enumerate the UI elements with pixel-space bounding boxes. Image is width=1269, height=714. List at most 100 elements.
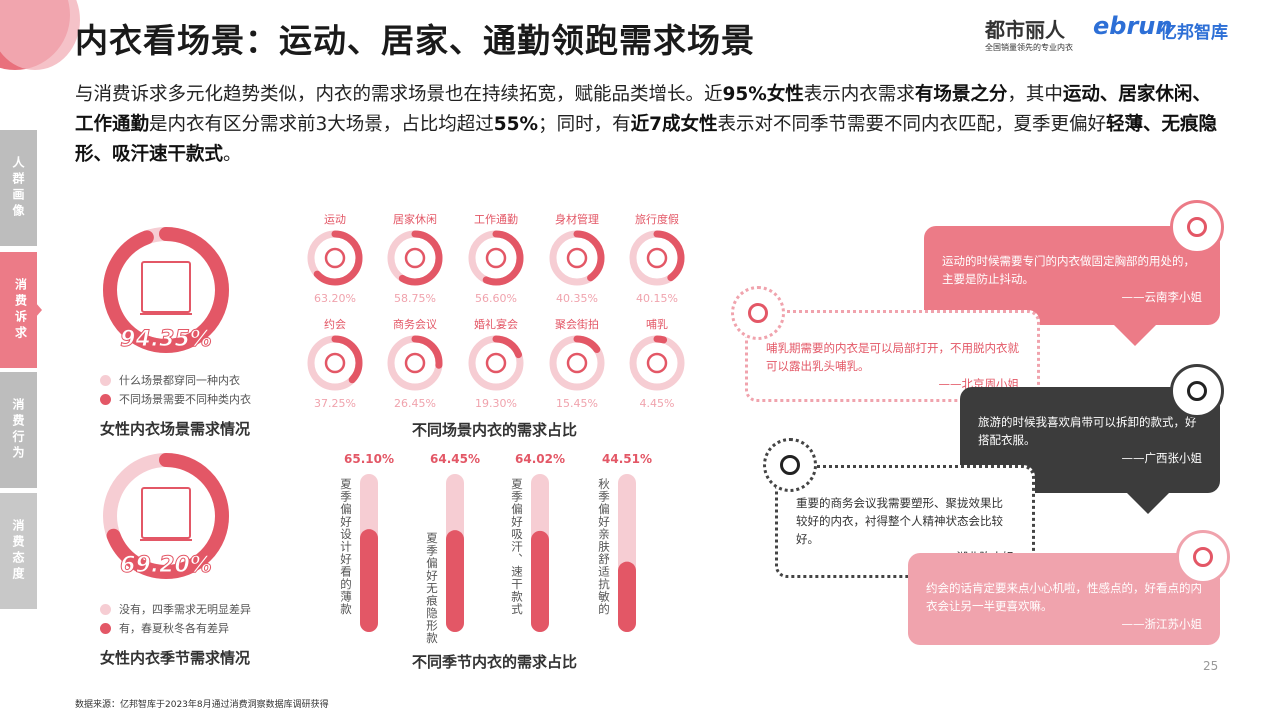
highlight-text: 95%女性 <box>722 84 804 105</box>
body-text: 与消费诉求多元化趋势类似，内衣的需求场景也在持续拓宽，赋能品类增长。近 <box>75 84 723 105</box>
legend-item: 没有，四季需求无明显差异 <box>100 601 251 617</box>
scene-ring-fill <box>629 230 685 286</box>
tab-3[interactable]: 消费行为 <box>0 372 37 488</box>
highlight-text: 有场景之分 <box>914 84 1008 105</box>
scene-label: 工作通勤 <box>474 213 518 226</box>
scene-pct: 26.45% <box>394 397 436 410</box>
scene_donut-fill <box>103 227 229 353</box>
bar-fill <box>446 530 464 632</box>
scene_donut-value: 94.35% <box>120 327 213 353</box>
season_donut-value: 69.20% <box>120 553 213 579</box>
legend-swatch <box>100 374 111 386</box>
scene-label: 哺乳 <box>646 318 668 331</box>
body-text: ；同时，有 <box>538 114 631 135</box>
traveler-icon <box>1170 364 1224 418</box>
quote-text: 旅游的时候我喜欢肩带可以拆卸的款式，好搭配衣服。 <box>978 415 1197 447</box>
data-source: 数据来源：亿邦智库于2023年8月通过消费洞察数据库调研获得 <box>75 700 329 710</box>
scene-ring-fill <box>468 230 524 286</box>
quote-bubble: 运动的时候需要专门的内衣做固定胸部的用处的，主要是防止抖动。 ——云南李小姐 <box>924 226 1220 325</box>
bubble-tail <box>1113 324 1157 346</box>
quote-author: ——广西张小姐 <box>1121 451 1203 465</box>
scene-pct: 40.15% <box>636 292 678 305</box>
season_donut-fill <box>103 453 229 579</box>
meeting-icon <box>404 352 426 374</box>
quote-text: 运动的时候需要专门的内衣做固定胸部的用处的，主要是防止抖动。 <box>942 254 1195 286</box>
scene-ring-fill <box>387 230 443 286</box>
brand-logo: 都市丽人 <box>985 18 1065 42</box>
bar-fill <box>360 529 378 632</box>
quote-text: 哺乳期需要的内衣是可以局部打开，不用脱内衣就可以露出乳头哺乳。 <box>766 341 1019 373</box>
calendar-heart-icon <box>1176 530 1230 584</box>
brand-slogan: 全国销量领先的专业内衣 <box>985 43 1073 52</box>
scene_donut-title: 女性内衣场景需求情况 <box>100 420 251 438</box>
legend-item: 不同场景需要不同种类内衣 <box>100 391 251 407</box>
body-text: 是内衣有区分需求前3大场景，占比均超过 <box>149 114 494 135</box>
bar-fill <box>531 530 549 632</box>
legend-item: 什么场景都穿同一种内衣 <box>100 372 240 388</box>
legend-swatch <box>100 603 111 615</box>
quote-bubble: 哺乳期需要的内衣是可以局部打开，不用脱内衣就可以露出乳头哺乳。 ——北京周小姐 <box>745 310 1040 402</box>
scene-ring-fill <box>549 230 605 286</box>
quote-bubble: 约会的话肯定要来点小心机啦，性感点的，好看点的内衣会让另一半更喜欢嘛。 ——浙江苏… <box>908 553 1220 645</box>
body-text: 。 <box>223 144 242 165</box>
tab-4[interactable]: 消费态度 <box>0 493 37 609</box>
ebrun-logo-cn: 亿邦智库 <box>1160 23 1228 43</box>
camera-icon <box>566 352 588 374</box>
body-text: ，其中 <box>1007 84 1063 105</box>
scene-pct: 4.45% <box>639 397 675 410</box>
scene-label: 居家休闲 <box>393 213 437 226</box>
scene-label: 聚会街拍 <box>555 318 599 331</box>
scene-label: 婚礼宴会 <box>474 318 518 331</box>
legend-swatch <box>100 622 111 634</box>
highlight-text: 轻薄、无痕隐形、吸汗速干款式 <box>75 114 1217 165</box>
baby-bottle-icon <box>731 286 785 340</box>
scene-ring-fill <box>307 230 363 286</box>
scene-pct: 37.25% <box>314 397 356 410</box>
body-text: 表示对不同季节需要不同内衣匹配，夏季更偏好 <box>717 114 1106 135</box>
scene-ring-fill <box>549 335 605 391</box>
scene-pct: 15.45% <box>556 397 598 410</box>
bar-fill <box>618 561 636 632</box>
rings-icon <box>485 352 507 374</box>
tab-1[interactable]: 人群画像 <box>0 130 37 246</box>
legend-label: 什么场景都穿同一种内衣 <box>119 374 240 387</box>
season-pct: 64.45% <box>430 452 480 466</box>
quote-author: ——云南李小姐 <box>1121 290 1203 304</box>
scene-pct: 40.35% <box>556 292 598 305</box>
calendar-heart-icon <box>324 352 346 374</box>
season-label: 秋季偏好亲肤舒适抗敏的 <box>597 478 611 616</box>
bubble-tail <box>1126 492 1170 514</box>
quote-text: 约会的话肯定要来点小心机啦，性感点的，好看点的内衣会让另一半更喜欢嘛。 <box>926 581 1202 613</box>
shapewear-icon <box>566 247 588 269</box>
scene-ring-fill <box>468 335 524 391</box>
season-label: 夏季偏好无痕隐形款 <box>425 532 439 645</box>
highlight-text: 运动、居家休闲、工作通勤 <box>75 84 1211 135</box>
scene-ring-track <box>629 335 685 391</box>
tab-2[interactable]: 消费诉求 <box>0 252 42 368</box>
soccer-player-icon <box>324 247 346 269</box>
quote-author: ——浙江苏小姐 <box>1121 617 1203 631</box>
calendar-leaf-icon <box>141 487 191 539</box>
scene-ring-fill <box>629 335 685 391</box>
legend-label: 没有，四季需求无明显差异 <box>119 603 251 616</box>
season-pct: 44.51% <box>602 452 652 466</box>
soccer-player-icon <box>1170 200 1224 254</box>
traveler-icon <box>646 247 668 269</box>
scene-pct: 63.20% <box>314 292 356 305</box>
page-title: 内衣看场景：运动、居家、通勤领跑需求场景 <box>75 21 755 60</box>
scene-label: 旅行度假 <box>635 213 679 226</box>
baby-bottle-icon <box>646 352 668 374</box>
season-pct: 65.10% <box>344 452 394 466</box>
legend-label: 有，春夏秋冬各有差异 <box>119 622 229 635</box>
sitting-person-icon <box>404 247 426 269</box>
page-number: 25 <box>1203 659 1219 673</box>
scene-pct: 19.30% <box>475 397 517 410</box>
buildings-icon <box>141 261 191 313</box>
legend-swatch <box>100 393 111 405</box>
season-label: 夏季偏好吸汗、速干款式 <box>510 478 524 616</box>
highlight-text: 近7成女性 <box>630 114 718 135</box>
body-text: 表示内衣需求 <box>803 84 915 105</box>
scene-pct: 56.60% <box>475 292 517 305</box>
legend-label: 不同场景需要不同种类内衣 <box>119 393 251 406</box>
